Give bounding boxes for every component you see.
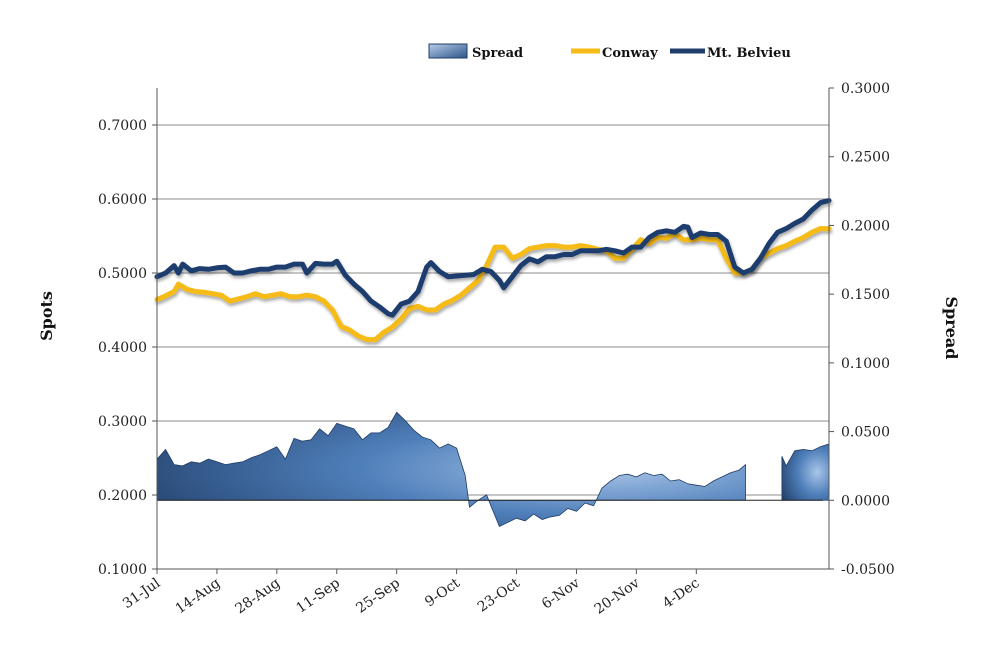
x-tick-label: 28-Aug	[232, 575, 283, 617]
y-tick-label-left: 0.7000	[98, 118, 147, 134]
conway-line	[154, 226, 832, 343]
y-axis-title-right: Spread	[942, 297, 961, 360]
tick-labels: 0.1000 0.2000 0.3000 0.4000 0.5000 0.6000 0.70…	[98, 81, 895, 618]
spread-area-layer	[156, 411, 830, 527]
price-lines-layer	[154, 198, 832, 343]
y-tick-label-right: 0.1000	[841, 356, 890, 372]
legend-label-belvieu: Mt. Belvieu	[707, 46, 791, 61]
x-tick-label: 14-Aug	[173, 575, 224, 617]
mt-belvieu-line	[154, 198, 832, 318]
y-tick-label-right: 0.1500	[841, 287, 890, 303]
grid-lines	[157, 124, 829, 496]
y-tick-label-right: 0.3000	[841, 81, 890, 97]
y-tick-label-right: 0.0500	[841, 425, 890, 441]
x-tick-label: 6-Nov	[539, 575, 583, 612]
x-tick-label: 11-Sep	[293, 575, 343, 616]
y-tick-label-right: 0.2500	[841, 150, 890, 166]
spread-area-segment	[156, 411, 746, 527]
legend: Spread Conway Mt. Belvieu	[428, 43, 791, 61]
y-tick-label-left: 0.4000	[98, 340, 147, 356]
y-tick-label-right: 0.2000	[841, 218, 890, 234]
y-tick-label-left: 0.1000	[98, 562, 147, 578]
y-tick-label-left: 0.5000	[98, 266, 147, 282]
y-tick-label-right: 0.0000	[841, 493, 890, 509]
y-tick-label-left: 0.6000	[98, 192, 147, 208]
axes	[152, 87, 834, 574]
y-tick-label-left: 0.2000	[98, 488, 147, 504]
spread-area-segment	[781, 443, 830, 501]
y-tick-label-left: 0.3000	[98, 414, 147, 430]
x-tick-label: 20-Nov	[592, 575, 643, 617]
legend-swatch-spread	[428, 43, 468, 59]
legend-label-conway: Conway	[602, 46, 658, 61]
y-axis-title-left: Spots	[37, 291, 56, 341]
x-tick-label: 31-Jul	[120, 575, 164, 612]
x-tick-label: 23-Oct	[475, 575, 523, 616]
legend-label-spread: Spread	[472, 46, 523, 61]
y-tick-label-right: -0.0500	[841, 562, 895, 578]
x-tick-label: 25-Sep	[353, 575, 403, 616]
x-tick-label: 9-Oct	[422, 575, 463, 610]
x-tick-label: 4-Dec	[660, 575, 703, 612]
